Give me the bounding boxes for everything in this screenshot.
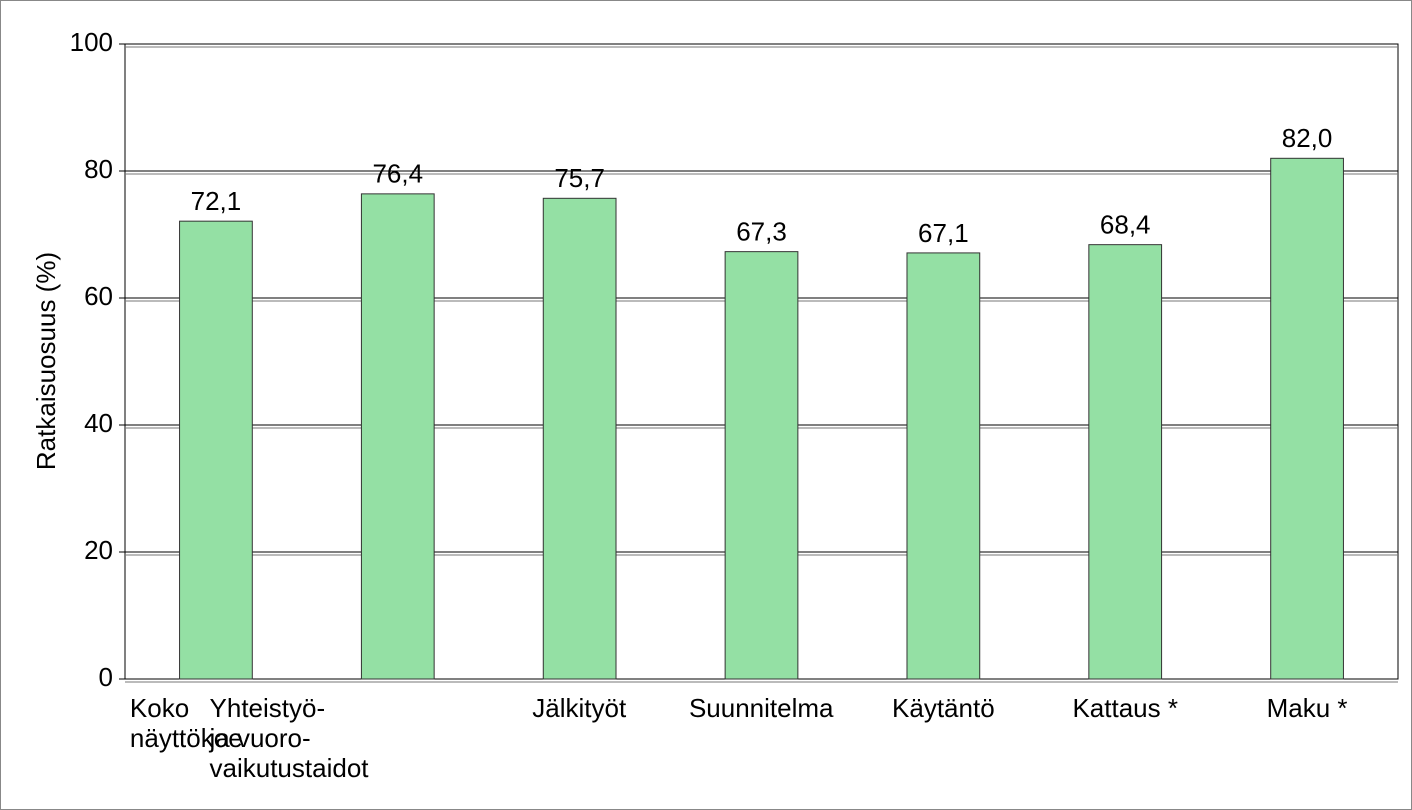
y-tick-label: 100	[70, 27, 113, 57]
y-axis-label: Ratkaisuosuus (%)	[31, 252, 61, 470]
bar	[906, 252, 981, 680]
x-tick-label: Jälkityöt	[532, 693, 627, 723]
bar	[1270, 157, 1344, 680]
x-tick-label: Käytäntö	[892, 693, 995, 723]
bar	[360, 193, 435, 680]
y-tick-label: 20	[84, 535, 113, 565]
y-tick-label: 0	[99, 662, 113, 692]
x-tick-label: Yhteistyö-ja vuoro-vaikutustaidot	[209, 693, 370, 783]
y-tick-label: 80	[84, 154, 113, 184]
x-tick-label: Maku *	[1267, 693, 1348, 723]
data-label: 67,3	[736, 217, 787, 247]
y-tick-label: 60	[84, 281, 113, 311]
bar	[1088, 244, 1163, 680]
data-label: 68,4	[1100, 210, 1151, 240]
data-label: 75,7	[554, 163, 605, 193]
bar	[724, 251, 799, 680]
data-label: 76,4	[372, 159, 423, 189]
x-tick-label: Kattaus *	[1072, 693, 1178, 723]
y-tick-label: 40	[84, 408, 113, 438]
bar	[179, 220, 253, 680]
data-label: 82,0	[1282, 123, 1333, 153]
x-tick-label: Koko näyttökoe	[130, 693, 243, 753]
x-tick-label: Suunnitelma	[689, 693, 834, 723]
data-label: 72,1	[191, 186, 242, 216]
bar	[542, 197, 617, 680]
data-label: 67,1	[918, 218, 969, 248]
